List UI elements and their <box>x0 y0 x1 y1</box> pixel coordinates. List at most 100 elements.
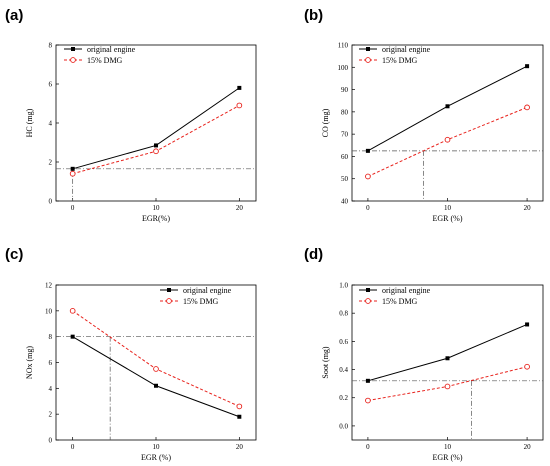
series-15-dmg <box>365 104 530 180</box>
plot-frame <box>351 44 544 202</box>
y-axis-label: NOx (mg) <box>25 346 34 379</box>
y-tick-label: 110 <box>338 42 349 50</box>
y-tick-label: 0 <box>49 437 53 445</box>
data-point <box>445 356 450 361</box>
series-line <box>72 310 240 407</box>
y-axis-label: HC (mg) <box>25 108 34 137</box>
plot-frame <box>351 284 544 441</box>
y-tick-label: 1.0 <box>339 282 348 290</box>
data-point <box>69 307 76 314</box>
data-point <box>153 148 159 155</box>
legend-entry: original engine <box>382 45 431 54</box>
legend: original engine 15% DMG <box>359 286 431 306</box>
y-axis-label: CO (mg) <box>321 108 330 137</box>
x-tick-label: 20 <box>236 204 244 212</box>
data-point <box>236 403 243 410</box>
plot-frame <box>55 284 257 441</box>
data-point <box>153 366 159 372</box>
x-axis-label: EGR (%) <box>141 453 171 462</box>
legend-marker <box>167 288 171 292</box>
legend-entry: original engine <box>183 286 232 295</box>
series-line <box>72 87 240 170</box>
x-axis-label: EGR (%) <box>433 214 463 223</box>
legend-marker <box>366 288 370 292</box>
data-point <box>524 363 530 370</box>
legend-marker <box>366 47 370 51</box>
x-tick-label: 10 <box>153 204 161 212</box>
legend: original engine 15% DMG <box>64 45 136 65</box>
legend-marker <box>365 298 371 304</box>
y-tick-label: 0.8 <box>339 310 348 318</box>
x-tick-label: 20 <box>524 443 532 451</box>
series-line <box>367 323 528 382</box>
data-point <box>154 143 158 148</box>
legend-marker <box>166 298 172 304</box>
data-point <box>70 334 75 339</box>
y-tick-label: 4 <box>49 385 53 393</box>
data-point <box>237 85 242 90</box>
series-original-engine <box>70 334 242 419</box>
x-tick-label: 0 <box>71 204 75 212</box>
data-point <box>236 102 243 109</box>
legend: original engine 15% DMG <box>160 286 232 306</box>
legend-entry: original engine <box>87 45 136 54</box>
panel-label: (b) <box>304 7 323 24</box>
y-tick-label: 8 <box>49 333 53 341</box>
legend-marker <box>70 57 76 63</box>
data-point <box>69 170 76 177</box>
x-tick-label: 10 <box>153 443 161 451</box>
y-tick-label: 2 <box>49 411 53 419</box>
x-tick-label: 10 <box>444 443 452 451</box>
x-axis-label: EGR(%) <box>142 214 170 223</box>
data-point <box>365 397 371 404</box>
series-15-dmg <box>69 102 243 177</box>
data-point <box>154 383 158 388</box>
y-tick-label: 0 <box>49 198 53 206</box>
y-tick-label: 0.0 <box>339 422 348 430</box>
legend-entry: 15% DMG <box>382 56 418 65</box>
series-original-engine <box>365 322 530 383</box>
y-tick-label: 0.6 <box>339 338 348 346</box>
data-point <box>365 378 370 383</box>
data-point <box>444 136 451 143</box>
x-tick-label: 20 <box>236 443 244 451</box>
legend-entry: 15% DMG <box>183 297 219 306</box>
y-tick-label: 2 <box>49 159 53 167</box>
data-point <box>525 64 530 69</box>
y-axis-label: Soot (mg) <box>321 346 330 379</box>
data-point <box>70 166 75 171</box>
y-tick-label: 90 <box>341 86 349 94</box>
data-point <box>365 148 370 153</box>
y-tick-label: 80 <box>341 108 349 116</box>
x-tick-label: 10 <box>444 204 452 212</box>
legend: original engine 15% DMG <box>359 45 431 65</box>
plot-frame <box>55 44 257 202</box>
panel-label: (a) <box>5 7 23 24</box>
legend-entry: original engine <box>382 286 431 295</box>
series-original-engine <box>70 85 242 171</box>
x-tick-label: 20 <box>524 204 532 212</box>
x-tick-label: 0 <box>366 204 370 212</box>
series-15-dmg <box>69 307 243 410</box>
y-tick-label: 40 <box>341 198 349 206</box>
x-tick-label: 0 <box>71 443 75 451</box>
panel-label: (d) <box>304 246 323 263</box>
series-15-dmg <box>365 363 530 404</box>
y-tick-label: 70 <box>341 131 349 139</box>
x-tick-label: 0 <box>366 443 370 451</box>
chart-panel-2: (b) 40 50 60 70 80 90 100 110 0 10 20 EGR (%) CO (mg)… <box>304 7 544 223</box>
series-line <box>72 105 240 175</box>
data-point <box>524 104 530 111</box>
data-point <box>445 104 450 109</box>
chart-panel-1: (a) 0 2 4 6 8 0 10 20 EGR(%) HC (mg) original engin… <box>5 7 257 223</box>
legend-entry: 15% DMG <box>87 56 123 65</box>
series-original-engine <box>365 64 530 153</box>
y-tick-label: 12 <box>45 282 53 290</box>
y-tick-label: 50 <box>341 175 349 183</box>
data-point <box>365 173 371 180</box>
x-axis-label: EGR (%) <box>433 453 463 462</box>
legend-entry: 15% DMG <box>382 297 418 306</box>
chart-panel-4: (d) 0.0 0.2 0.4 0.6 0.8 1.0 0 10 20 EGR (%) Soot (m… <box>304 246 544 462</box>
y-tick-label: 6 <box>49 359 53 367</box>
